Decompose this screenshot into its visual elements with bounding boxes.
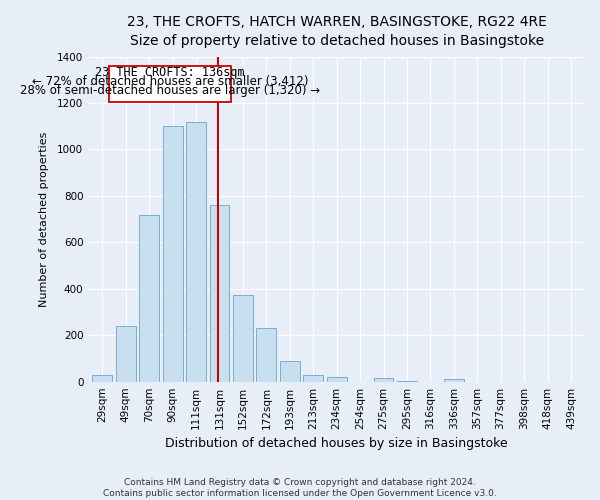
Text: 28% of semi-detached houses are larger (1,320) →: 28% of semi-detached houses are larger (… bbox=[20, 84, 320, 98]
Bar bbox=[280, 361, 300, 382]
Bar bbox=[233, 294, 253, 382]
Text: 23 THE CROFTS: 136sqm: 23 THE CROFTS: 136sqm bbox=[95, 66, 245, 79]
Bar bbox=[326, 377, 347, 382]
Bar bbox=[186, 122, 206, 382]
Title: 23, THE CROFTS, HATCH WARREN, BASINGSTOKE, RG22 4RE
Size of property relative to: 23, THE CROFTS, HATCH WARREN, BASINGSTOK… bbox=[127, 15, 547, 48]
Bar bbox=[374, 378, 394, 382]
Bar bbox=[116, 326, 136, 382]
Bar bbox=[256, 328, 277, 382]
Bar bbox=[92, 374, 112, 382]
X-axis label: Distribution of detached houses by size in Basingstoke: Distribution of detached houses by size … bbox=[166, 437, 508, 450]
Text: Contains HM Land Registry data © Crown copyright and database right 2024.
Contai: Contains HM Land Registry data © Crown c… bbox=[103, 478, 497, 498]
Bar bbox=[303, 374, 323, 382]
Text: ← 72% of detached houses are smaller (3,412): ← 72% of detached houses are smaller (3,… bbox=[32, 75, 308, 88]
Y-axis label: Number of detached properties: Number of detached properties bbox=[39, 132, 49, 307]
Bar bbox=[163, 126, 182, 382]
FancyBboxPatch shape bbox=[109, 66, 231, 102]
Bar bbox=[444, 380, 464, 382]
Bar bbox=[397, 380, 417, 382]
Bar bbox=[209, 205, 229, 382]
Bar bbox=[139, 214, 159, 382]
